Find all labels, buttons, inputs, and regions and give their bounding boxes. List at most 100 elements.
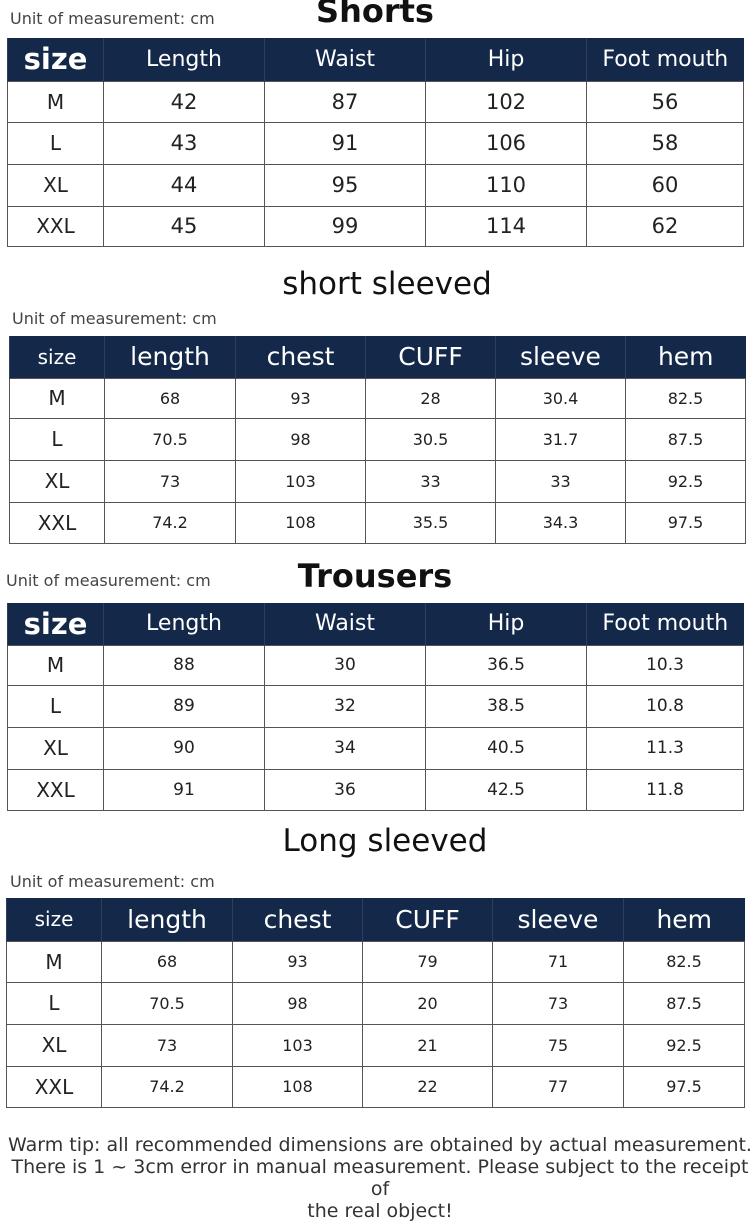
header-row: size length chest CUFF sleeve hem bbox=[9, 336, 746, 378]
column-header: sleeve bbox=[495, 336, 626, 378]
table-row: XL 73 103 33 33 92.5 bbox=[9, 459, 746, 503]
value-cell: 33 bbox=[495, 459, 626, 503]
value-cell: 70.5 bbox=[104, 417, 236, 461]
size-table: size length chest CUFF sleeve hem M 68 93 79 71 82.… bbox=[6, 898, 745, 1108]
value-cell: 79 bbox=[362, 940, 493, 983]
warm-tip-line: Warm tip: all recommended dimensions are… bbox=[8, 1134, 750, 1156]
column-header: Hip bbox=[425, 38, 587, 81]
column-header: Waist bbox=[264, 603, 426, 645]
value-cell: 74.2 bbox=[104, 501, 236, 544]
value-cell: 97.5 bbox=[623, 1065, 745, 1108]
value-cell: 38.5 bbox=[425, 684, 587, 728]
value-cell: 88 bbox=[103, 644, 265, 686]
value-cell: 89 bbox=[103, 684, 265, 728]
table-row: L 89 32 38.5 10.8 bbox=[7, 684, 744, 728]
unit-label: Unit of measurement: cm bbox=[6, 571, 211, 590]
value-cell: 60 bbox=[586, 163, 744, 207]
size-cell: XXL bbox=[7, 205, 104, 247]
value-cell: 90 bbox=[103, 726, 265, 770]
size-cell: XL bbox=[7, 726, 104, 770]
value-cell: 103 bbox=[232, 1023, 363, 1067]
size-cell: M bbox=[7, 644, 104, 686]
value-cell: 11.3 bbox=[586, 726, 744, 770]
value-cell: 34 bbox=[264, 726, 426, 770]
size-table: size length chest CUFF sleeve hem M 68 93 28 30.4 8… bbox=[9, 336, 746, 544]
value-cell: 32 bbox=[264, 684, 426, 728]
column-header: hem bbox=[623, 898, 745, 941]
table-row: L 70.5 98 20 73 87.5 bbox=[6, 981, 745, 1025]
value-cell: 91 bbox=[103, 768, 265, 811]
value-cell: 103 bbox=[235, 459, 366, 503]
value-cell: 95 bbox=[264, 163, 426, 207]
column-header: Foot mouth bbox=[586, 603, 744, 645]
value-cell: 58 bbox=[586, 121, 744, 165]
table-row: L 43 91 106 58 bbox=[7, 121, 744, 165]
size-cell: L bbox=[6, 981, 102, 1025]
value-cell: 43 bbox=[103, 121, 265, 165]
value-cell: 36 bbox=[264, 768, 426, 811]
value-cell: 33 bbox=[365, 459, 496, 503]
column-header: Length bbox=[103, 603, 265, 645]
size-table: size Length Waist Hip Foot mouth M 88 30 36.5 10.… bbox=[7, 603, 744, 811]
value-cell: 92.5 bbox=[625, 459, 746, 503]
column-header: chest bbox=[235, 336, 366, 378]
column-header: CUFF bbox=[362, 898, 493, 941]
header-row: size Length Waist Hip Foot mouth bbox=[7, 603, 744, 645]
value-cell: 20 bbox=[362, 981, 493, 1025]
value-cell: 106 bbox=[425, 121, 587, 165]
value-cell: 36.5 bbox=[425, 644, 587, 686]
value-cell: 73 bbox=[101, 1023, 233, 1067]
size-cell: L bbox=[7, 121, 104, 165]
value-cell: 62 bbox=[586, 205, 744, 247]
column-header: chest bbox=[232, 898, 363, 941]
value-cell: 108 bbox=[235, 501, 366, 544]
value-cell: 31.7 bbox=[495, 417, 626, 461]
table-row: M 42 87 102 56 bbox=[7, 80, 744, 123]
column-header: Length bbox=[103, 38, 265, 81]
size-cell: XXL bbox=[6, 1065, 102, 1108]
table-row: L 70.5 98 30.5 31.7 87.5 bbox=[9, 417, 746, 461]
column-header: length bbox=[104, 336, 236, 378]
value-cell: 30.4 bbox=[495, 377, 626, 419]
column-header: sleeve bbox=[492, 898, 624, 941]
value-cell: 70.5 bbox=[101, 981, 233, 1025]
value-cell: 30 bbox=[264, 644, 426, 686]
value-cell: 11.8 bbox=[586, 768, 744, 811]
column-header: size bbox=[7, 38, 104, 81]
value-cell: 114 bbox=[425, 205, 587, 247]
value-cell: 82.5 bbox=[623, 940, 745, 983]
table-row: XL 44 95 110 60 bbox=[7, 163, 744, 207]
section-title: Long sleeved bbox=[282, 823, 488, 859]
value-cell: 40.5 bbox=[425, 726, 587, 770]
value-cell: 35.5 bbox=[365, 501, 496, 544]
column-header: size bbox=[7, 603, 104, 645]
value-cell: 34.3 bbox=[495, 501, 626, 544]
value-cell: 91 bbox=[264, 121, 426, 165]
value-cell: 77 bbox=[492, 1065, 624, 1108]
value-cell: 30.5 bbox=[365, 417, 496, 461]
value-cell: 75 bbox=[492, 1023, 624, 1067]
size-cell: L bbox=[9, 417, 105, 461]
value-cell: 99 bbox=[264, 205, 426, 247]
value-cell: 21 bbox=[362, 1023, 493, 1067]
table-row: XL 90 34 40.5 11.3 bbox=[7, 726, 744, 770]
table-row: M 88 30 36.5 10.3 bbox=[7, 644, 744, 686]
value-cell: 97.5 bbox=[625, 501, 746, 544]
table-row: XXL 91 36 42.5 11.8 bbox=[7, 768, 744, 811]
value-cell: 98 bbox=[232, 981, 363, 1025]
size-cell: XL bbox=[6, 1023, 102, 1067]
table-row: XXL 74.2 108 35.5 34.3 97.5 bbox=[9, 501, 746, 544]
section-title: Shorts bbox=[316, 0, 434, 30]
value-cell: 68 bbox=[101, 940, 233, 983]
value-cell: 93 bbox=[235, 377, 366, 419]
header-row: size Length Waist Hip Foot mouth bbox=[7, 38, 744, 81]
unit-label: Unit of measurement: cm bbox=[12, 309, 217, 328]
value-cell: 45 bbox=[103, 205, 265, 247]
size-cell: M bbox=[9, 377, 105, 419]
value-cell: 87 bbox=[264, 80, 426, 123]
value-cell: 108 bbox=[232, 1065, 363, 1108]
table-row: M 68 93 28 30.4 82.5 bbox=[9, 377, 746, 419]
value-cell: 92.5 bbox=[623, 1023, 745, 1067]
column-header: Waist bbox=[264, 38, 426, 81]
size-cell: M bbox=[6, 940, 102, 983]
